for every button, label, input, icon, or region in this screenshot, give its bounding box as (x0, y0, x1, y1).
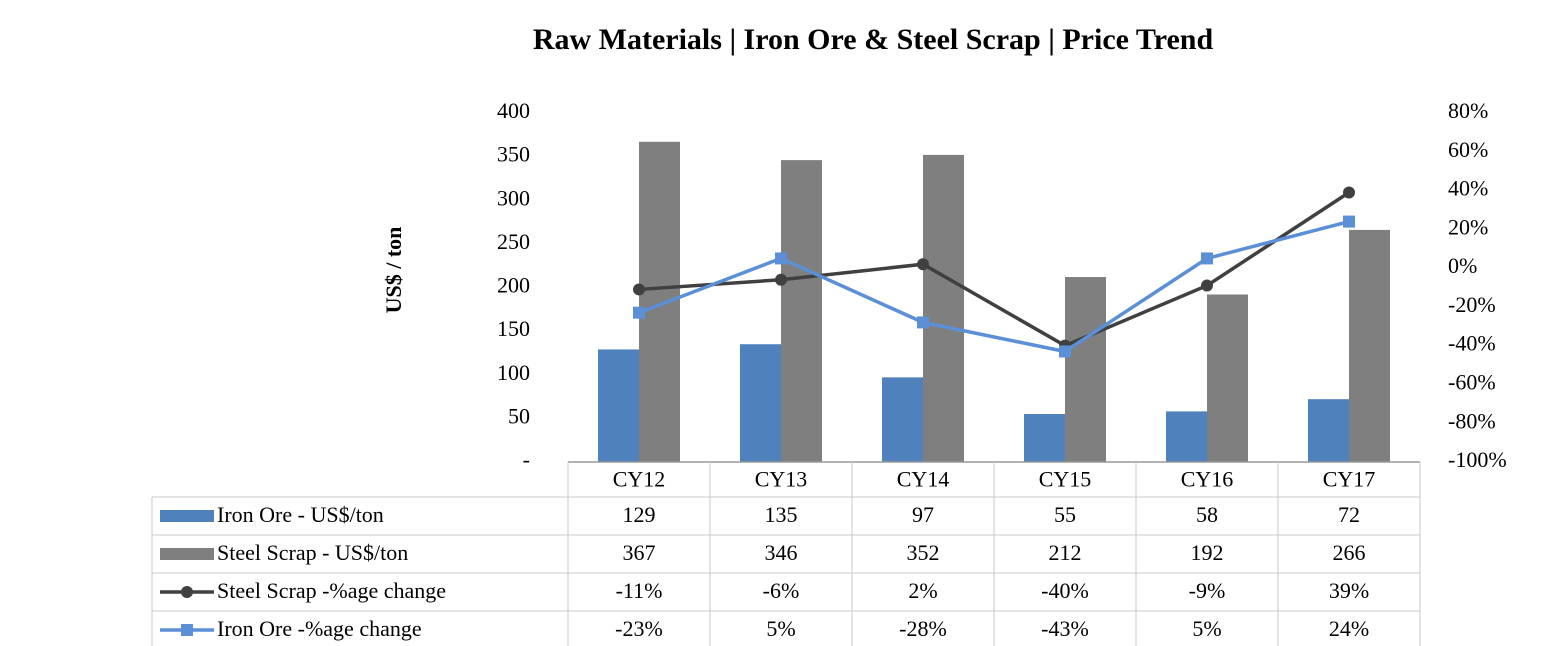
bar (1065, 277, 1106, 462)
marker (917, 258, 929, 271)
bar (882, 377, 923, 462)
y2-tick-label: 20% (1448, 214, 1488, 239)
table-value: 39% (1329, 578, 1369, 603)
y-tick-label: 350 (497, 142, 530, 167)
bar (1166, 411, 1207, 462)
bar (1308, 399, 1349, 462)
y-tick-label: 150 (497, 316, 530, 341)
bar (923, 154, 964, 462)
legend-label: Iron Ore - US$/ton (217, 502, 384, 527)
table-value: 55 (1054, 502, 1076, 527)
line (638, 219, 1350, 354)
table-value: 352 (907, 540, 940, 565)
marker (1059, 345, 1071, 358)
table-value: 266 (1333, 540, 1366, 565)
chart-title: Raw Materials | Iron Ore & Steel Scrap |… (533, 23, 1214, 56)
y-axis-label: US$ / ton (381, 227, 406, 314)
table-value: 5% (766, 616, 795, 641)
marker (775, 273, 787, 286)
table-value: 346 (765, 540, 798, 565)
y2-tick-label: 60% (1448, 137, 1488, 162)
table-value: 367 (623, 540, 656, 565)
y-tick-label: 200 (497, 273, 530, 298)
table-value: 58 (1196, 502, 1218, 527)
table-value: 5% (1192, 616, 1221, 641)
x-tick-label: CY15 (1039, 467, 1092, 492)
table-value: 135 (765, 502, 798, 527)
legend-label: Steel Scrap - US$/ton (217, 540, 408, 565)
table-value: -9% (1189, 578, 1226, 603)
marker (1201, 279, 1213, 292)
bar (740, 344, 781, 462)
y2-tick-label: 80% (1448, 98, 1488, 123)
marker (1201, 252, 1213, 265)
table-value: -6% (763, 578, 800, 603)
bar (1207, 294, 1248, 462)
table-value: 192 (1191, 540, 1224, 565)
bar (781, 160, 822, 463)
marker (1343, 186, 1355, 199)
legend-swatch (160, 510, 214, 522)
table-value: 24% (1329, 616, 1369, 641)
y-tick-label: 100 (497, 360, 530, 385)
table-value: -28% (899, 616, 947, 641)
bar (1349, 229, 1390, 462)
line (638, 191, 1350, 348)
y2-tick-label: -80% (1448, 408, 1496, 433)
table-value: -43% (1041, 616, 1089, 641)
x-tick-label: CY12 (613, 467, 666, 492)
bar (639, 141, 680, 463)
y2-tick-label: -60% (1448, 369, 1496, 394)
x-tick-label: CY17 (1323, 467, 1376, 492)
x-tick-label: CY16 (1181, 467, 1234, 492)
y-tick-label: 300 (497, 185, 530, 210)
y-tick-label: 400 (497, 98, 530, 123)
x-tick-label: CY13 (755, 467, 808, 492)
marker (633, 283, 645, 296)
marker (917, 316, 929, 329)
table-value: -40% (1041, 578, 1089, 603)
marker (633, 306, 645, 319)
table-value: 129 (623, 502, 656, 527)
bar (598, 349, 639, 462)
y-tick-label: 250 (497, 229, 530, 254)
legend-swatch (181, 586, 193, 598)
y2-tick-label: 40% (1448, 176, 1488, 201)
marker (775, 252, 787, 265)
legend-swatch (181, 624, 193, 636)
legend-label: Steel Scrap -%age change (217, 578, 446, 603)
table-value: 2% (908, 578, 937, 603)
table-value: 97 (912, 502, 934, 527)
y-tick-label: 50 (508, 403, 530, 428)
marker (1343, 215, 1355, 228)
y2-tick-label: 0% (1448, 253, 1477, 278)
y2-tick-label: -20% (1448, 292, 1496, 317)
legend-label: Iron Ore -%age change (217, 616, 422, 641)
bar (1024, 414, 1065, 462)
table-value: -23% (615, 616, 663, 641)
table-value: 212 (1049, 540, 1082, 565)
y2-tick-label: -100% (1448, 447, 1507, 472)
table-value: -11% (616, 578, 663, 603)
legend-swatch (160, 548, 214, 560)
x-tick-label: CY14 (897, 467, 950, 492)
y-tick-label: - (523, 447, 530, 472)
table-value: 72 (1338, 502, 1360, 527)
y2-tick-label: -40% (1448, 331, 1496, 356)
